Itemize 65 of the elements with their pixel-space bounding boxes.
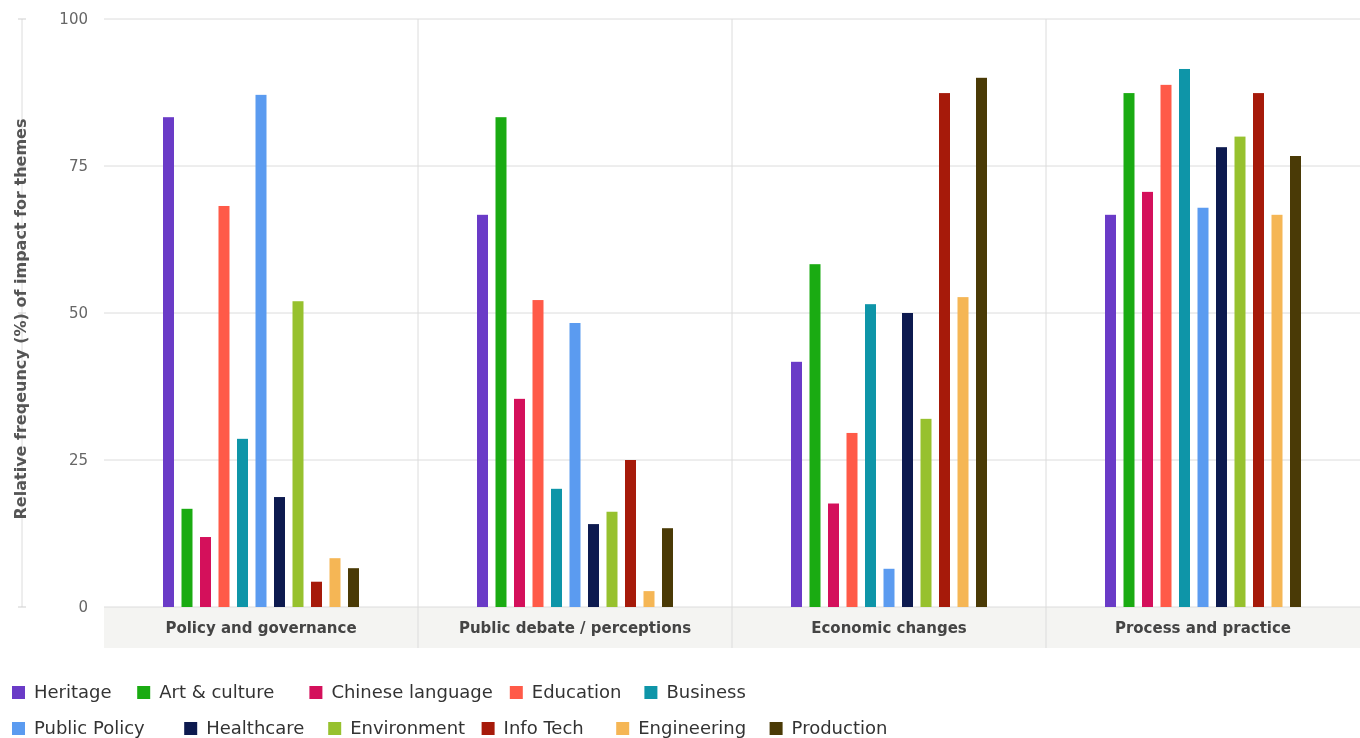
legend-label: Public Policy — [34, 717, 146, 738]
bar — [292, 301, 304, 607]
bar — [606, 511, 618, 607]
legend-label: Heritage — [34, 681, 112, 703]
bar — [1142, 191, 1153, 607]
bar — [1105, 214, 1116, 607]
bar — [1197, 207, 1209, 607]
bar — [514, 398, 525, 607]
bar — [1234, 136, 1246, 607]
bar — [939, 93, 950, 607]
bar — [883, 568, 895, 607]
y-tick-label: 100 — [59, 10, 88, 29]
bar — [920, 418, 932, 607]
bar — [255, 94, 267, 607]
bar — [1290, 156, 1301, 607]
legend-label: Art & culture — [159, 681, 275, 703]
y-tick-label: 0 — [78, 598, 88, 617]
bar — [957, 297, 969, 607]
bar — [1253, 93, 1264, 607]
bar — [976, 77, 987, 607]
bar — [865, 304, 876, 607]
legend-label: Environment — [350, 717, 466, 738]
y-tick-label: 25 — [68, 451, 88, 470]
legend-label: Info Tech — [503, 717, 584, 738]
bar — [200, 537, 211, 607]
bar — [1123, 93, 1135, 607]
x-tick-label: Policy and governance — [165, 619, 357, 637]
bar — [1160, 84, 1172, 607]
legend-label: Chinese language — [331, 681, 493, 703]
bar — [532, 300, 544, 607]
bar — [1271, 214, 1283, 607]
bar — [495, 117, 507, 607]
legend-label: Production — [791, 717, 888, 738]
bar — [643, 591, 655, 607]
bar — [163, 117, 174, 607]
bar — [625, 460, 636, 607]
bar — [477, 214, 488, 607]
legend-label: Business — [666, 681, 746, 703]
bar — [311, 581, 322, 607]
bar — [791, 361, 802, 607]
bar — [218, 205, 230, 607]
y-tick-label: 75 — [68, 157, 88, 176]
bar — [588, 524, 599, 607]
x-tick-label: Process and practice — [1114, 619, 1292, 637]
bar — [551, 488, 562, 607]
legend-label: Engineering — [638, 717, 747, 738]
y-tick-label: 50 — [68, 304, 88, 323]
bar — [1179, 68, 1190, 607]
bar — [662, 528, 673, 607]
bar — [237, 438, 248, 607]
bar — [569, 323, 581, 607]
bar — [902, 313, 913, 607]
bar — [1216, 147, 1227, 607]
legend-label: Education — [531, 681, 622, 703]
bar — [348, 568, 359, 607]
bar — [809, 264, 821, 607]
bar — [329, 558, 341, 607]
bar — [274, 497, 285, 607]
y-axis-title: Relative freqeuncy (%) of impact for themes — [11, 118, 30, 520]
x-tick-label: Economic changes — [811, 619, 967, 637]
legend-label: Healthcare — [206, 717, 305, 738]
bar — [828, 503, 839, 607]
bar — [181, 508, 193, 607]
bar — [846, 432, 858, 607]
x-tick-label: Public debate / perceptions — [458, 619, 692, 637]
